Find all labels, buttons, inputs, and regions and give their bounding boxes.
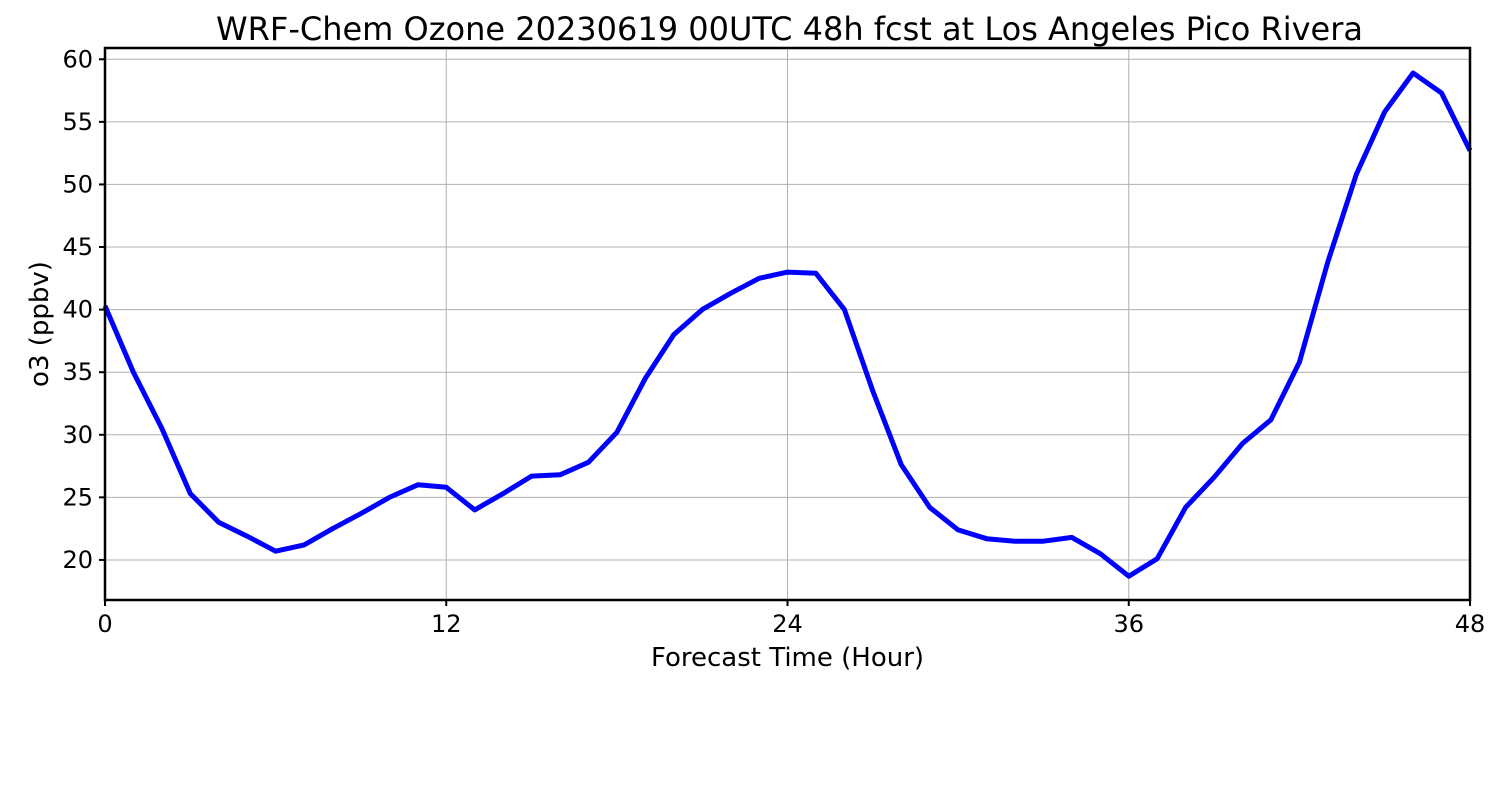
x-tick-label: 24 — [772, 610, 803, 638]
y-axis-label: o3 (ppbv) — [25, 261, 55, 387]
chart-title: WRF-Chem Ozone 20230619 00UTC 48h fcst a… — [216, 10, 1363, 48]
x-axis-label: Forecast Time (Hour) — [651, 643, 924, 673]
ozone-series-line — [102, 70, 1473, 579]
x-tick-label: 36 — [1113, 610, 1144, 638]
y-tick-label: 60 — [62, 45, 93, 73]
series-layer — [102, 70, 1473, 579]
grid — [104, 48, 1471, 600]
x-tick-label: 0 — [97, 610, 112, 638]
y-tick-label: 55 — [62, 108, 93, 136]
y-tick-label: 50 — [62, 170, 93, 198]
y-tick-label: 45 — [62, 233, 93, 261]
y-tick-label: 25 — [62, 483, 93, 511]
y-tick-label: 20 — [62, 546, 93, 574]
y-tick-label: 40 — [62, 296, 93, 324]
x-tick-label: 48 — [1455, 610, 1486, 638]
y-tick-label: 35 — [62, 358, 93, 386]
x-tick-label: 12 — [431, 610, 462, 638]
y-tick-label: 30 — [62, 421, 93, 449]
axis-ticks: 0 12 24 36 48 20 25 30 35 40 45 50 55 60 — [62, 45, 1485, 638]
